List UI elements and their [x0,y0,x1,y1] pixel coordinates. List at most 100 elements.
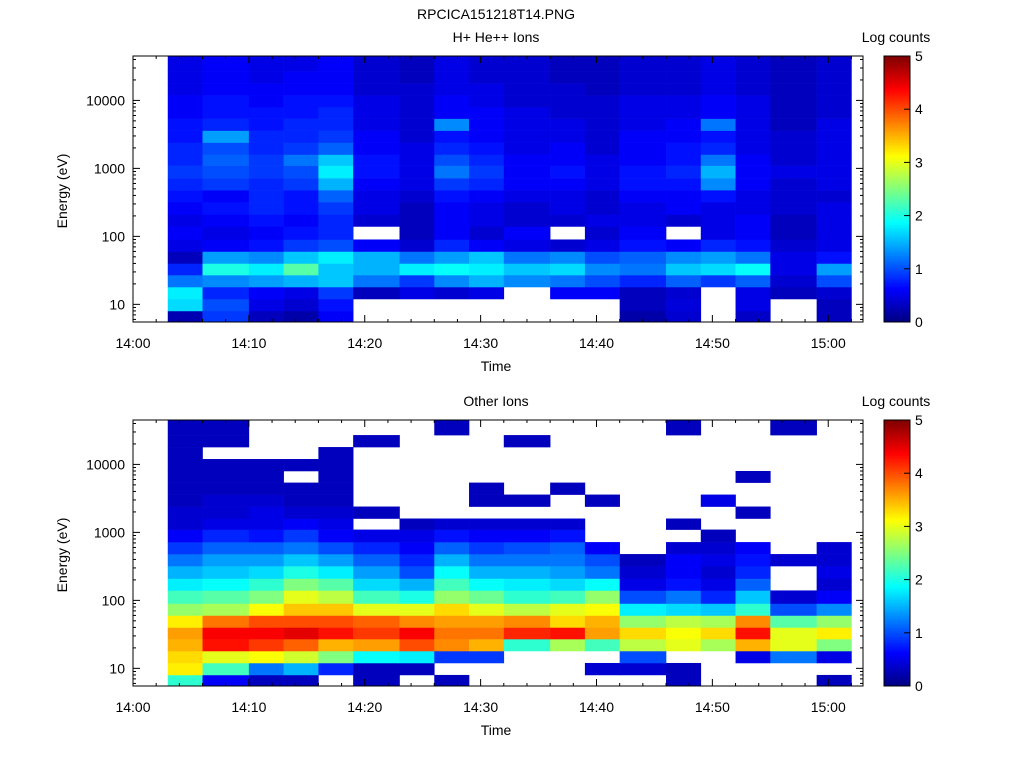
heatmap-cell [666,554,702,567]
heatmap-cell [700,178,736,191]
heatmap-cell [584,83,620,96]
heatmap-cell [318,154,354,166]
heatmap-cell [399,226,435,240]
colorbar-segment [884,555,910,558]
heatmap-cell [816,130,852,143]
heatmap-cell [283,603,319,616]
colorbar-segment [884,200,910,203]
colorbar-segment [884,639,910,643]
heatmap-cell [248,263,284,276]
heatmap-cell [434,118,470,131]
colorbar-segment [884,56,910,59]
heatmap-cell [167,506,203,519]
heatmap-cell [700,226,736,240]
heatmap-cell [770,226,817,240]
heatmap-cell [353,639,400,652]
heatmap-cell [318,529,354,543]
heatmap-cell [770,554,817,567]
heatmap-cell [619,298,667,312]
heatmap-cell [619,566,667,579]
colorbar-segment [884,313,910,316]
colorbar-segment [884,566,910,570]
heatmap-cell [619,627,667,640]
colorbar-segment [884,58,910,61]
colorbar-segment [884,504,910,507]
heatmap-cell [550,518,586,530]
heatmap-cell [666,590,702,604]
colorbar-segment [884,69,910,73]
colorbar-segment [884,584,910,587]
heatmap-cell [584,662,620,676]
heatmap-cell [666,639,702,652]
colorbar-segment [884,264,910,268]
heatmap-cell [167,95,203,108]
heatmap-cell [353,263,400,276]
heatmap-cell [503,251,551,264]
heatmap-cell [503,627,551,640]
colorbar-segment [884,435,910,439]
plot-axes: 14:00 14:10 14:20 14:30 14:40 14:50 15:00 10 100… [86,55,864,351]
heatmap-cell [550,590,586,604]
heatmap-cell [202,310,250,323]
heatmap-cell [469,56,505,72]
plot-axes: 14:00 14:10 14:20 14:30 14:40 14:50 15:00 10 100… [86,419,864,715]
heatmap-cell [399,154,435,166]
heatmap-cell [503,275,551,288]
heatmap-cell [503,130,551,143]
heatmap-cell [283,529,319,543]
colorbar-segment [884,632,910,636]
heatmap-cell [167,130,203,143]
heatmap-cell [167,178,203,191]
heatmap-cell [167,142,203,155]
heatmap-cell [503,494,551,507]
heatmap-cell [735,263,771,276]
heatmap-cell [434,202,470,215]
colorbar-segment [884,517,910,521]
heatmap-cell [469,651,505,664]
heatmap-cell [584,106,620,119]
heatmap-cell [202,226,250,240]
colorbar-segment [884,428,910,432]
heatmap-cell [666,674,702,687]
heatmap-cell [550,566,586,579]
colorbar-segment [884,535,910,538]
heatmap-cell [770,95,817,108]
x-tick-label: 14:40 [579,699,614,715]
x-tick-label: 15:00 [811,699,846,715]
heatmap-cell [399,554,435,567]
colorbar-segment [884,126,910,130]
heatmap-cell [666,275,702,288]
colorbar-segment [884,124,910,128]
heatmap-cell [503,202,551,215]
colorbar-segment [884,273,910,276]
colorbar-tick-label: 5 [915,412,923,428]
colorbar-segment [884,259,910,263]
heatmap-cell [816,106,852,119]
colorbar-segment [884,601,910,605]
colorbar-segment [884,599,910,603]
colorbar-segment [884,235,910,239]
heatmap-cell [735,275,771,288]
heatmap-cell [700,106,736,119]
heatmap-cell [399,83,435,96]
colorbar-label: Log counts [862,393,931,409]
heatmap-cell [202,178,250,191]
colorbar-segment [884,248,910,252]
heatmap-cell [816,142,852,155]
heatmap-cell [167,651,203,664]
colorbar-tick-label: 0 [915,314,923,330]
colorbar-segment [884,473,910,476]
heatmap-cell [202,95,250,108]
heatmap-cell [283,95,319,108]
heatmap-cell [167,202,203,215]
heatmap-cell [353,178,400,191]
heatmap-cell [816,154,852,166]
heatmap-cell [248,590,284,604]
heatmap-cell [735,639,771,652]
colorbar-segment [884,590,910,594]
heatmap-cell [248,651,284,664]
heatmap-cell [283,542,319,555]
colorbar-segment [884,171,910,174]
heatmap-cell [248,627,284,640]
x-tick-label: 14:10 [231,699,266,715]
